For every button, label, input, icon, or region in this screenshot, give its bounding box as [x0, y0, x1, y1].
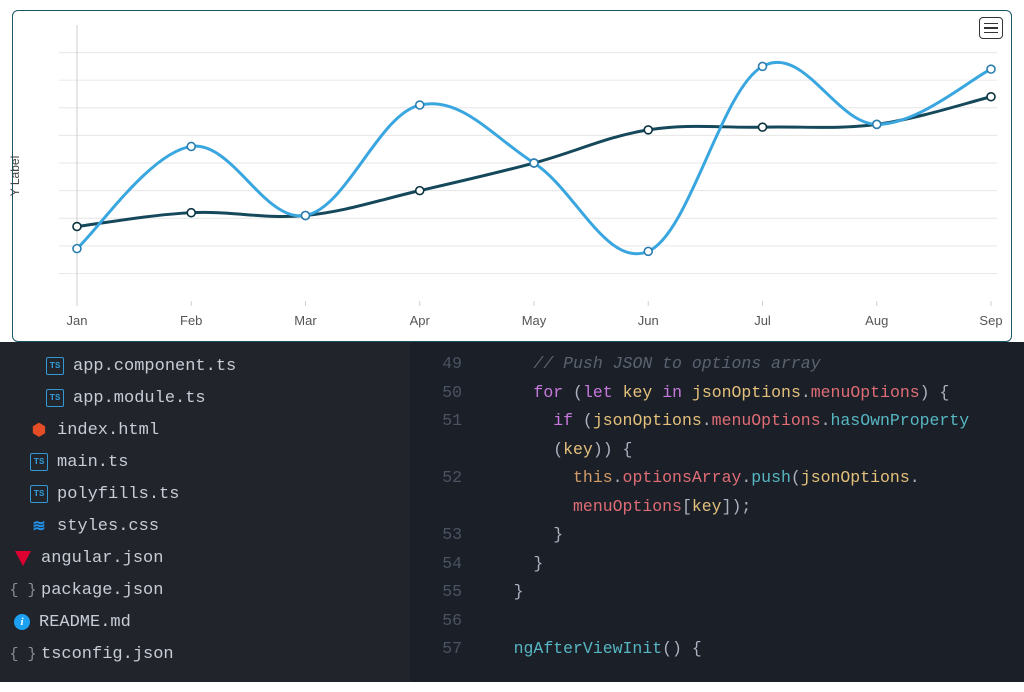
- file-name: styles.css: [57, 517, 159, 536]
- typescript-icon: TS: [30, 453, 48, 471]
- typescript-icon: TS: [30, 485, 48, 503]
- file-name: app.module.ts: [73, 389, 206, 408]
- file-tree-item[interactable]: ⬢ index.html: [0, 414, 410, 446]
- line-number: 57: [410, 635, 462, 664]
- x-tick-label: Jan: [66, 313, 87, 328]
- x-tick-label: Feb: [180, 313, 202, 328]
- line-number: 52: [410, 464, 462, 493]
- chart-plot-area: [59, 21, 997, 307]
- code-line: }: [474, 521, 1024, 550]
- line-number: 50: [410, 379, 462, 408]
- code-line: // Push JSON to options array: [474, 350, 1024, 379]
- x-tick-label: Aug: [865, 313, 888, 328]
- file-name: angular.json: [41, 549, 163, 568]
- x-tick-label: May: [522, 313, 547, 328]
- json-icon: { }: [14, 645, 32, 663]
- code-line: ngAfterViewInit() {: [474, 635, 1024, 664]
- x-tick-label: Mar: [294, 313, 316, 328]
- code-line-wrap: menuOptions[key]);: [474, 493, 1024, 522]
- file-name: app.component.ts: [73, 357, 236, 376]
- code-line: if (jsonOptions.menuOptions.hasOwnProper…: [474, 407, 1024, 436]
- json-icon: { }: [14, 581, 32, 599]
- code-line: }: [474, 578, 1024, 607]
- file-name: tsconfig.json: [41, 645, 174, 664]
- line-number: 49: [410, 350, 462, 379]
- html-icon: ⬢: [30, 421, 48, 439]
- code-line: this.optionsArray.push(jsonOptions.: [474, 464, 1024, 493]
- file-tree-item[interactable]: { } package.json: [0, 574, 410, 606]
- editor-code[interactable]: // Push JSON to options array for (let k…: [474, 342, 1024, 682]
- x-tick-label: Jul: [754, 313, 771, 328]
- chart-panel: Y Label JanFebMarAprMayJunJulAugSep: [12, 10, 1012, 342]
- typescript-icon: TS: [46, 357, 64, 375]
- line-number: 55: [410, 578, 462, 607]
- chart-svg: [59, 21, 997, 307]
- code-line: for (let key in jsonOptions.menuOptions)…: [474, 379, 1024, 408]
- file-name: main.ts: [57, 453, 128, 472]
- chart-x-axis: JanFebMarAprMayJunJulAugSep: [59, 313, 997, 333]
- angular-icon: [14, 549, 32, 567]
- chart-y-label: Y Label: [8, 156, 22, 196]
- file-tree-item[interactable]: TS app.module.ts: [0, 382, 410, 414]
- typescript-icon: TS: [46, 389, 64, 407]
- code-line: [474, 607, 1024, 636]
- css-icon: ≋: [30, 517, 48, 535]
- file-name: polyfills.ts: [57, 485, 179, 504]
- code-editor: 495051 52 5354555657 // Push JSON to opt…: [410, 342, 1024, 682]
- file-tree-item[interactable]: ≋ styles.css: [0, 510, 410, 542]
- file-tree-item[interactable]: TS main.ts: [0, 446, 410, 478]
- x-tick-label: Jun: [638, 313, 659, 328]
- line-number: 53: [410, 521, 462, 550]
- file-tree-item[interactable]: TS polyfills.ts: [0, 478, 410, 510]
- file-tree-item[interactable]: TS app.component.ts: [0, 350, 410, 382]
- editor-gutter: 495051 52 5354555657: [410, 342, 474, 682]
- file-tree: TS app.component.ts TS app.module.ts ⬢ index.…: [0, 342, 410, 682]
- file-tree-item[interactable]: i README.md: [0, 606, 410, 638]
- x-tick-label: Sep: [979, 313, 1002, 328]
- ide-panel: TS app.component.ts TS app.module.ts ⬢ index.…: [0, 342, 1024, 682]
- line-number: 56: [410, 607, 462, 636]
- file-name: README.md: [39, 613, 131, 632]
- code-line-wrap: (key)) {: [474, 436, 1024, 465]
- info-icon: i: [14, 614, 30, 630]
- line-number: 54: [410, 550, 462, 579]
- file-name: package.json: [41, 581, 163, 600]
- file-tree-item[interactable]: { } tsconfig.json: [0, 638, 410, 670]
- code-line: }: [474, 550, 1024, 579]
- x-tick-label: Apr: [410, 313, 430, 328]
- file-tree-item[interactable]: angular.json: [0, 542, 410, 574]
- line-number: 51: [410, 407, 462, 436]
- file-name: index.html: [57, 421, 159, 440]
